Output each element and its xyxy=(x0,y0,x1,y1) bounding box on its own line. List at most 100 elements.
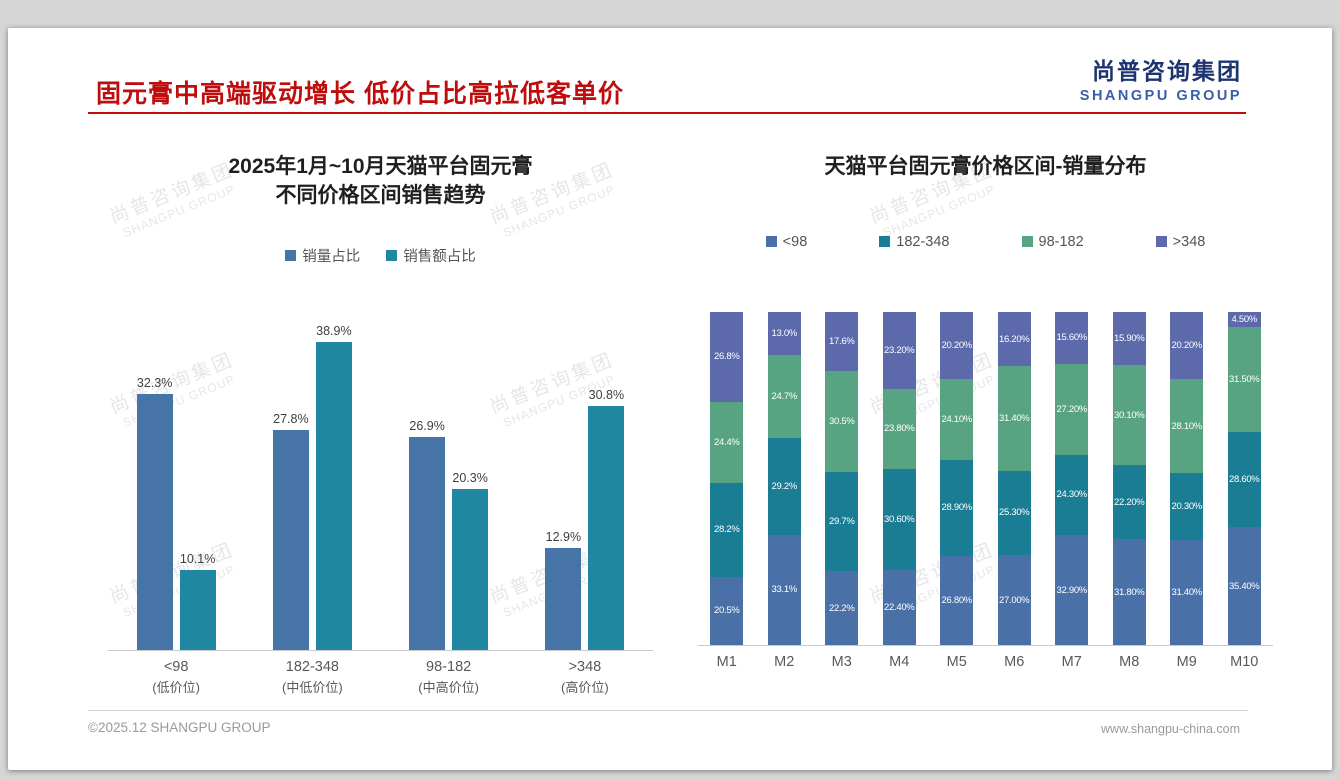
bar-segment: 23.80% xyxy=(882,389,916,469)
bar-wrap: 26.9% xyxy=(409,418,446,650)
legend-swatch xyxy=(285,249,297,261)
category-label: >348 xyxy=(568,658,602,675)
stack-cell: 22.40% 30.60% 23.80% 23.20% xyxy=(871,312,929,645)
segment-value-label: 24.4% xyxy=(714,436,740,448)
segment-value-label: 28.90% xyxy=(941,502,973,514)
x-axis-label: M6 xyxy=(1004,653,1025,670)
bar-segment: 29.2% xyxy=(767,437,801,535)
legend-item: >348 xyxy=(1155,234,1205,250)
segment-value-label: 17.6% xyxy=(829,335,855,347)
bar-segment: 27.00% xyxy=(997,555,1031,645)
bar-segment: 33.1% xyxy=(767,534,801,645)
x-axis-label: M10 xyxy=(1230,653,1259,670)
right-chart-xlabels: M1 M2 M3 M4 M5 M6 M7 M8 M9 M10 xyxy=(698,654,1273,670)
segment-value-label: 24.30% xyxy=(1056,489,1088,501)
bar-segment: 26.8% xyxy=(710,312,744,402)
legend-item: 销量占比 xyxy=(285,245,360,266)
bar-segment: 30.5% xyxy=(825,370,859,473)
bar-segment: 28.60% xyxy=(1227,431,1261,528)
segment-value-label: 29.2% xyxy=(771,480,798,492)
segment-value-label: 31.40% xyxy=(1171,587,1203,599)
stacked-bar: 22.2% 29.7% 30.5% 17.6% xyxy=(825,312,859,645)
stacked-bar: 31.40% 20.30% 28.10% 20.20% xyxy=(1170,312,1204,645)
x-axis-label: M3 xyxy=(831,653,852,670)
x-axis-label: M7 xyxy=(1061,653,1082,670)
category-label: 182-348 xyxy=(285,658,339,675)
legend-label: <98 xyxy=(782,233,808,250)
bar-wrap: 20.3% xyxy=(452,471,489,650)
legend-item: 销售额占比 xyxy=(386,245,476,266)
bar-wrap: 10.1% xyxy=(179,552,216,650)
stack-cell: 31.80% 22.20% 30.10% 15.90% xyxy=(1101,312,1159,645)
segment-value-label: 22.40% xyxy=(884,602,915,614)
bar-wrap: 30.8% xyxy=(588,387,625,650)
bar-value-label: 30.8% xyxy=(588,387,625,402)
bar-segment: 15.60% xyxy=(1055,312,1089,364)
bar-segment: 22.40% xyxy=(882,570,916,645)
grouped-bar-chart: 2025年1月~10月天猫平台固元膏 不同价格区间销售趋势 销量占比 销售额占比 … xyxy=(108,153,653,696)
bar-segment: 22.2% xyxy=(825,571,859,645)
bar-segment: 31.40% xyxy=(1170,540,1204,645)
right-chart-legend: <98 182-348 98-182 >348 xyxy=(698,234,1273,250)
segment-value-label: 24.10% xyxy=(941,413,973,425)
page-title: 固元膏中高端驱动增长 低价占比高拉低客单价 xyxy=(96,80,624,108)
bar-segment: 26.80% xyxy=(940,555,974,645)
bar-segment: 23.20% xyxy=(882,312,916,390)
segment-value-label: 15.60% xyxy=(1056,332,1088,344)
title-underline xyxy=(88,112,1246,114)
stack-cell: 22.2% 29.7% 30.5% 17.6% xyxy=(813,312,871,645)
stack-cell: 26.80% 28.90% 24.10% 20.20% xyxy=(928,311,986,645)
bar-segment: 20.20% xyxy=(1170,312,1204,380)
legend-label: 98-182 xyxy=(1038,233,1084,250)
footer-divider xyxy=(88,710,1248,711)
stack-cell: 33.1% 29.2% 24.7% 13.0% xyxy=(756,311,814,645)
stack-cell: 31.40% 20.30% 28.10% 20.20% xyxy=(1158,312,1216,645)
legend-label: 182-348 xyxy=(896,233,950,250)
segment-value-label: 30.10% xyxy=(1114,409,1145,421)
segment-value-label: 20.20% xyxy=(1171,340,1203,352)
category-label: 98-182 xyxy=(426,658,472,675)
x-axis-label: <98 (低价位) xyxy=(108,659,244,696)
segment-value-label: 25.30% xyxy=(999,507,1030,519)
bar-segment: 31.80% xyxy=(1112,539,1146,645)
left-chart-title-line2: 不同价格区间销售趋势 xyxy=(275,183,486,207)
segment-value-label: 13.0% xyxy=(771,328,798,340)
category-sublabel: (高价位) xyxy=(561,679,609,695)
x-axis-label: M5 xyxy=(946,653,967,670)
bar xyxy=(179,569,216,650)
bar xyxy=(272,429,309,650)
stack-cell: 20.5% 28.2% 24.4% 26.8% xyxy=(698,312,756,645)
segment-value-label: 20.20% xyxy=(941,340,973,352)
segment-value-label: 27.20% xyxy=(1056,403,1088,415)
bar xyxy=(315,341,352,650)
stacked-bar: 20.5% 28.2% 24.4% 26.8% xyxy=(710,312,744,645)
bar-segment: 28.10% xyxy=(1170,379,1204,473)
bar-segment: 27.20% xyxy=(1055,363,1089,455)
bar-segment: 29.7% xyxy=(825,472,859,572)
bar-value-label: 26.9% xyxy=(409,418,445,433)
segment-value-label: 28.60% xyxy=(1229,473,1260,485)
segment-value-label: 24.7% xyxy=(771,390,798,402)
segment-value-label: 30.5% xyxy=(829,415,855,427)
bar-group: 27.8% 38.9% xyxy=(272,324,352,650)
bar-segment: 13.0% xyxy=(767,311,801,356)
bar-segment: 4.50% xyxy=(1227,311,1261,327)
bar-segment: 20.30% xyxy=(1170,472,1204,541)
legend-label: 销量占比 xyxy=(302,248,361,265)
segment-value-label: 29.7% xyxy=(829,516,855,528)
segment-value-label: 20.5% xyxy=(714,605,740,617)
bar-segment: 24.7% xyxy=(767,355,801,438)
bar xyxy=(452,489,489,650)
bar xyxy=(409,436,446,650)
segment-value-label: 26.8% xyxy=(714,351,740,363)
bar-segment: 24.10% xyxy=(940,379,974,460)
bar-wrap: 38.9% xyxy=(315,324,352,650)
bar-segment: 31.40% xyxy=(997,366,1031,471)
left-chart-title: 2025年1月~10月天猫平台固元膏 不同价格区间销售趋势 xyxy=(108,153,653,211)
segment-value-label: 32.90% xyxy=(1056,584,1088,596)
grouped-bar-plot: 32.3% 10.1% 27.8% 38.9% 26.9% 20.3% 12.9% 30.8% xyxy=(108,318,653,651)
footer-copyright: ©2025.12 SHANGPU GROUP xyxy=(88,720,271,735)
stacked-bar: 32.90% 24.30% 27.20% 15.60% xyxy=(1055,312,1089,645)
bar-segment: 24.30% xyxy=(1055,454,1089,536)
segment-value-label: 28.10% xyxy=(1171,420,1203,432)
